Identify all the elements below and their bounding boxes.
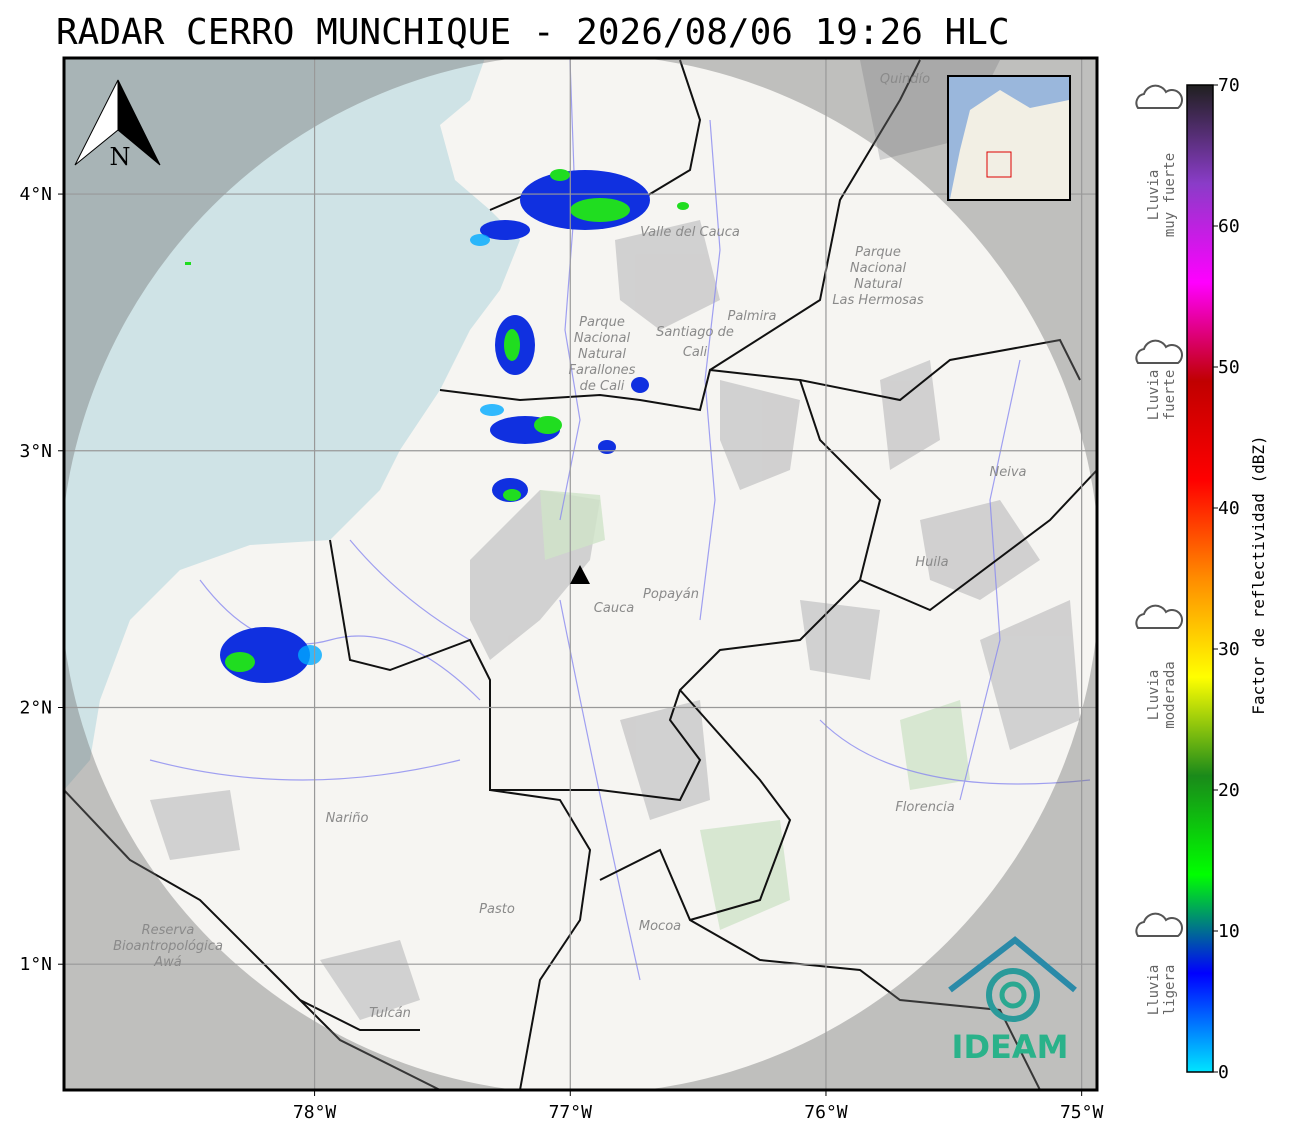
rain-legend-line: Lluvia <box>1146 370 1162 421</box>
place-label-line: de Cali <box>580 379 625 394</box>
place-label-line: Awá <box>153 955 182 970</box>
colorbar-tick-label: 50 <box>1218 357 1240 378</box>
rain-legend-line: Lluvia <box>1146 170 1162 221</box>
title: RADAR CERRO MUNCHIQUE - 2026/08/06 19:26… <box>56 12 1010 53</box>
rain-legend-line: ligera <box>1162 965 1178 1016</box>
north-arrow: N <box>74 79 161 171</box>
place-label-line: Palmira <box>727 309 776 324</box>
place-label-line: Natural <box>854 277 902 292</box>
place-label-line: Santiago de <box>656 325 734 340</box>
rivers <box>149 59 1091 981</box>
x-tick-label: 76°W <box>804 1102 848 1123</box>
place-label-line: Mocoa <box>639 919 681 934</box>
place-label: Parque Nacional Natural Las Hermosas <box>832 245 924 308</box>
ocean <box>64 58 520 790</box>
colorbar-tick-label: 0 <box>1218 1062 1229 1083</box>
rain-legend-line: Lluvia <box>1146 965 1162 1016</box>
colorbar-fill <box>1186 84 1214 1073</box>
rain-icon <box>1135 339 1183 364</box>
colorbar-tick-label: 30 <box>1218 639 1240 660</box>
place-label: Popayán <box>643 587 699 602</box>
place-label: Cauca <box>594 601 634 616</box>
rain-legend-line: moderada <box>1162 661 1178 728</box>
place-label: Valle del Cauca <box>640 225 740 240</box>
place-label-line: Valle del Cauca <box>640 225 740 240</box>
place-label-line: Farallones <box>569 363 636 378</box>
place-label: Nariño <box>326 811 369 826</box>
map-frame <box>62 56 1099 1092</box>
rain-legend-line: Lluvia <box>1146 670 1162 721</box>
y-tick-label: 4°N <box>19 184 52 205</box>
rain-icon <box>1135 84 1183 109</box>
place-label-line: Reserva <box>142 923 195 938</box>
place-label-line: Cauca <box>594 601 634 616</box>
graticule <box>64 58 1097 1090</box>
colorbar-tick-label: 40 <box>1218 498 1240 519</box>
place-label: Santiago de Cali <box>656 325 734 360</box>
place-label-line: Pasto <box>479 902 515 917</box>
place-label-line: Nacional <box>850 261 907 276</box>
place-label: Quindío <box>880 72 930 87</box>
x-tick-label: 75°W <box>1060 1102 1104 1123</box>
x-tick-label: 78°W <box>293 1102 337 1123</box>
place-label-line: Neiva <box>990 465 1027 480</box>
borders <box>64 59 1097 1090</box>
rain-legend-line: fuerte <box>1162 370 1178 421</box>
rain-icon <box>1135 604 1183 629</box>
place-label: Neiva <box>990 465 1027 480</box>
place-label-line: Bioantropológica <box>113 939 223 954</box>
place-label: Palmira <box>727 309 776 324</box>
north-label: N <box>110 143 131 171</box>
place-label-line: Quindío <box>880 72 930 87</box>
radar-site <box>570 565 590 584</box>
axes: 78°W 77°W 76°W 75°W 1°N 2°N 3°N 4°N <box>19 184 1103 1123</box>
place-label-line: Natural <box>578 347 626 362</box>
y-tick-label: 3°N <box>19 441 52 462</box>
y-tick-label: 1°N <box>19 954 52 975</box>
parks <box>540 490 970 930</box>
place-label: Huila <box>915 555 948 570</box>
colorbar-tick-label: 70 <box>1218 75 1240 96</box>
place-label: Reserva Bioantropológica Awá <box>113 923 223 970</box>
colorbar: 0 10 20 30 40 50 60 70 Factor de reflectividad (… <box>1186 75 1268 1083</box>
rain-legend: Lluviamuy fuerteLluviafuerteLluviamodera… <box>1135 84 1183 1016</box>
place-label-line: Cali <box>683 345 708 360</box>
place-label-line: Popayán <box>643 587 699 602</box>
place-label-line: Las Hermosas <box>832 293 924 308</box>
place-label-line: Huila <box>915 555 948 570</box>
place-label-line: Florencia <box>895 800 954 815</box>
radar-echoes <box>185 169 689 683</box>
place-label-line: Parque <box>579 315 625 330</box>
place-label: Parque Nacional Natural Farallones de Cali <box>569 315 636 394</box>
place-label-line: Nacional <box>574 331 631 346</box>
place-labels: Quindío Valle del Cauca Santiago de Cali Pal… <box>113 72 1026 1021</box>
place-label: Tulcán <box>369 1006 411 1021</box>
colorbar-tick-label: 10 <box>1218 921 1240 942</box>
rain-icon <box>1135 912 1183 937</box>
inset-map <box>947 75 1071 201</box>
x-tick-label: 77°W <box>549 1102 593 1123</box>
place-label: Pasto <box>479 902 515 917</box>
place-label-line: Tulcán <box>369 1006 411 1021</box>
colorbar-tick-label: 60 <box>1218 216 1240 237</box>
y-tick-label: 2°N <box>19 697 52 718</box>
rain-legend-label: Lluvialigera <box>1146 965 1178 1016</box>
place-label-line: Parque <box>855 245 901 260</box>
rain-legend-label: Lluviamoderada <box>1146 661 1178 728</box>
colorbar-label: Factor de reflectividad (dBZ) <box>1249 435 1268 714</box>
rain-legend-label: Lluviamuy fuerte <box>1146 153 1178 237</box>
place-label: Florencia <box>895 800 954 815</box>
place-label: Mocoa <box>639 919 681 934</box>
rain-legend-line: muy fuerte <box>1162 153 1178 237</box>
colorbar-tick-label: 20 <box>1218 780 1240 801</box>
logo: IDEAM <box>948 936 1077 1066</box>
logo-text: IDEAM <box>952 1028 1069 1066</box>
place-label-line: Nariño <box>326 811 369 826</box>
rain-legend-label: Lluviafuerte <box>1146 370 1178 421</box>
